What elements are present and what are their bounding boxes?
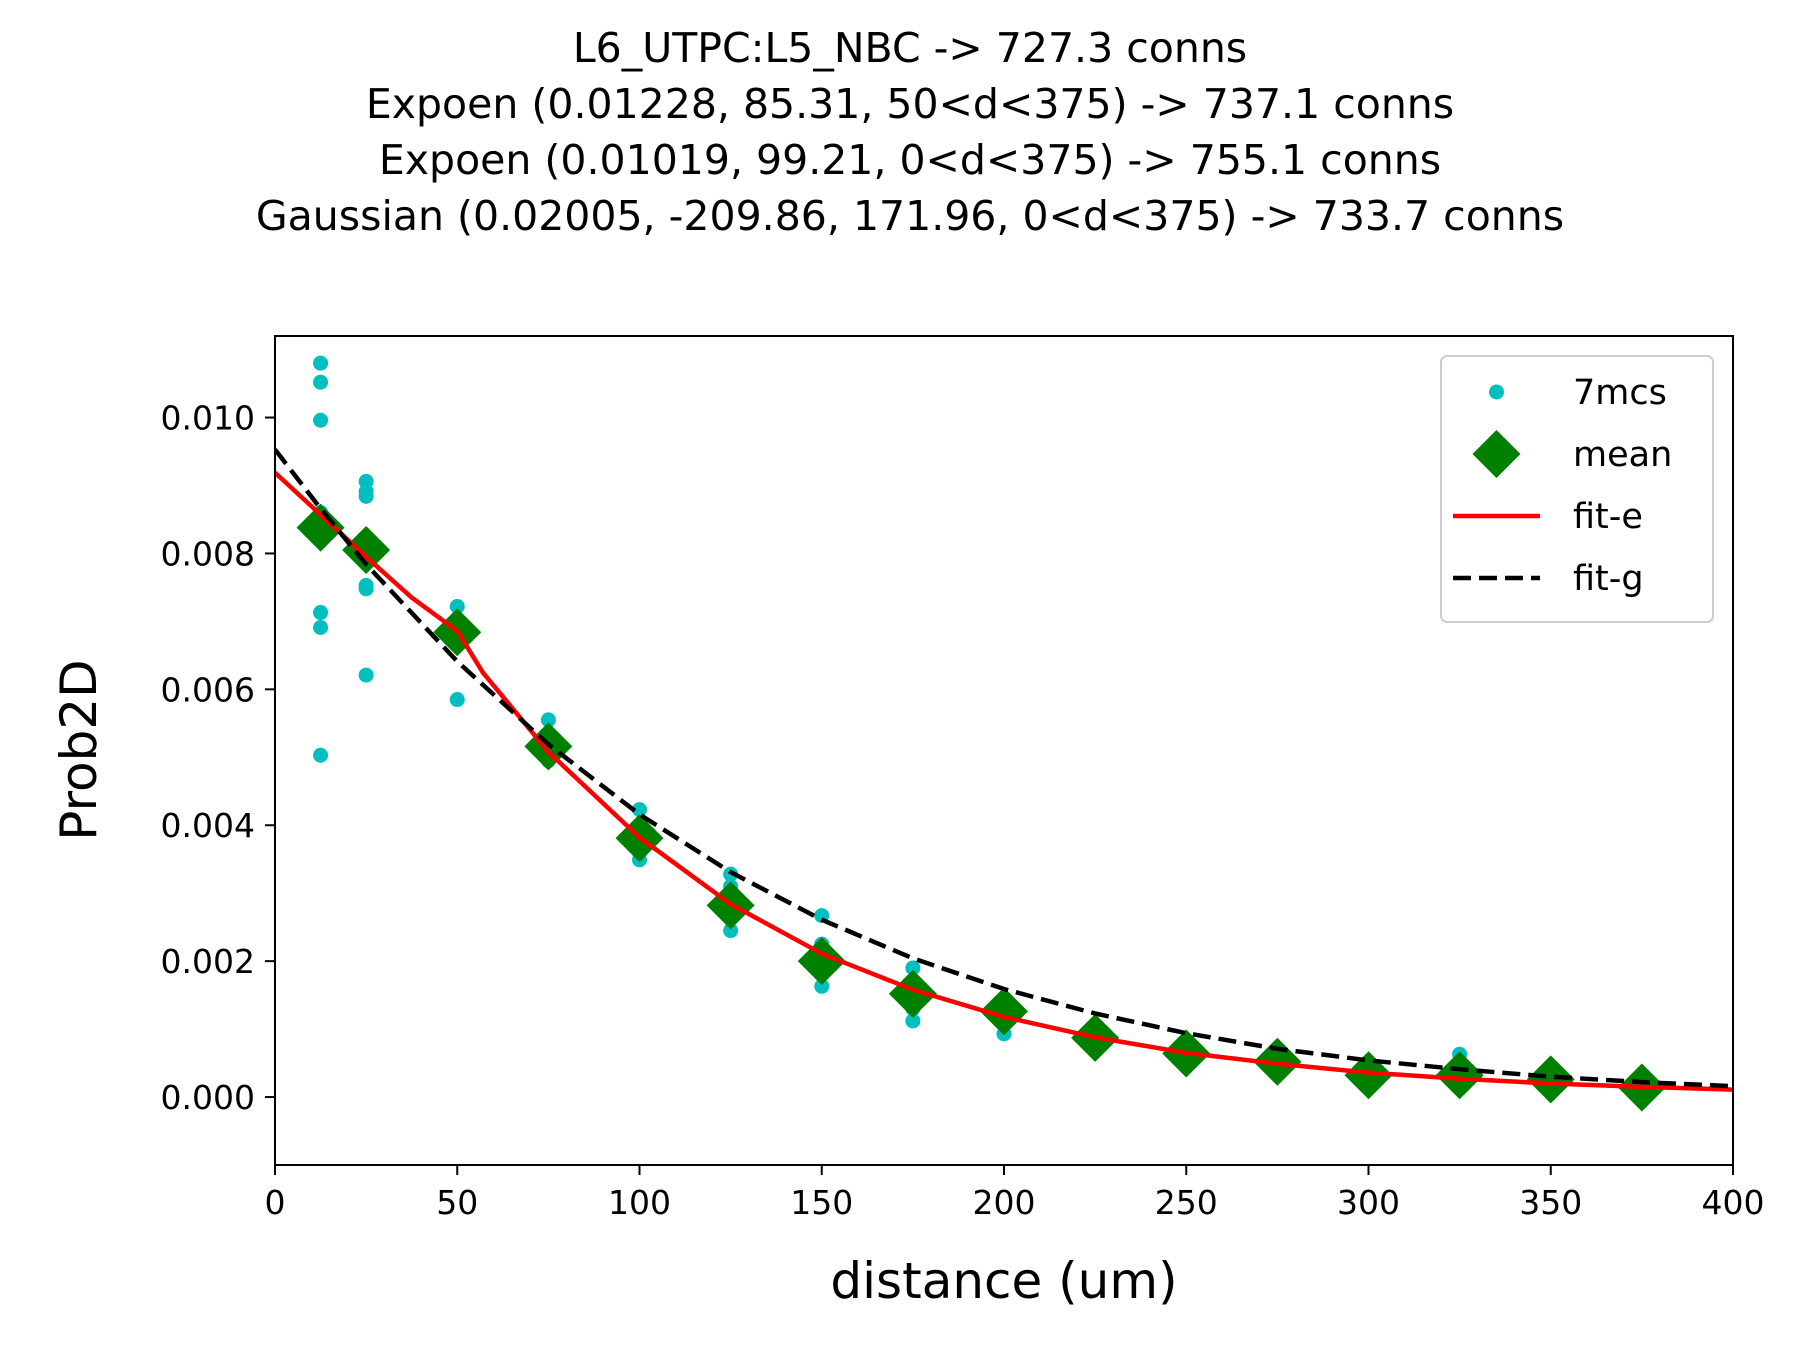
- y-tick-label: 0.000: [161, 1078, 255, 1117]
- x-tick-label: 200: [973, 1183, 1036, 1222]
- legend-items: 7mcs mean fit-e fit-g: [1453, 373, 1672, 599]
- mean-point: [296, 503, 345, 552]
- legend-label: fit-g: [1573, 559, 1644, 599]
- x-tick-label: 50: [436, 1183, 478, 1222]
- mean-point: [980, 987, 1028, 1036]
- x-axis-label: distance (um): [830, 1252, 1177, 1310]
- chart-title: L6_UTPC:L5_NBC -> 727.3 conns Expoen (0.…: [256, 24, 1564, 240]
- title-line-3: Expoen (0.01019, 99.21, 0<d<375) -> 755.…: [379, 136, 1441, 184]
- x-tick-label: 400: [1702, 1183, 1765, 1222]
- plot-series: [275, 355, 1733, 1112]
- sample-point: [313, 620, 329, 636]
- title-line-2: Expoen (0.01228, 85.31, 50<d<375) -> 737…: [366, 80, 1454, 128]
- x-tick-label: 150: [790, 1183, 853, 1222]
- legend-marker-7mcs: [1489, 384, 1504, 400]
- sample-point: [358, 488, 374, 504]
- sample-point: [449, 598, 465, 614]
- y-axis-label: Prob2D: [50, 659, 108, 840]
- legend-label: fit-e: [1573, 497, 1643, 537]
- x-tick-label: 0: [265, 1183, 286, 1222]
- sample-point: [814, 978, 830, 994]
- sample-point: [313, 374, 329, 390]
- mean-point: [342, 526, 391, 575]
- sample-point: [358, 581, 374, 597]
- mean-point: [888, 969, 937, 1018]
- y-tick-label: 0.008: [161, 534, 255, 573]
- legend-marker-mean: [1472, 430, 1521, 478]
- y-tick-label: 0.002: [161, 942, 255, 981]
- sample-point: [449, 692, 465, 708]
- sample-point: [313, 412, 329, 428]
- fit-e-line: [275, 470, 1733, 1092]
- sample-point: [905, 1013, 921, 1029]
- sample-point: [632, 802, 647, 818]
- x-tick-label: 100: [608, 1183, 671, 1222]
- legend: 7mcs mean fit-e fit-g: [1440, 355, 1714, 623]
- legend-label: mean: [1573, 435, 1672, 475]
- title-line-4: Gaussian (0.02005, -209.86, 171.96, 0<d<…: [256, 192, 1564, 240]
- sample-point: [313, 605, 329, 621]
- sample-point: [905, 960, 921, 976]
- sample-point: [723, 923, 739, 939]
- legend-label: 7mcs: [1573, 373, 1667, 413]
- plot-frame: [274, 335, 1734, 1166]
- sample-point: [358, 667, 374, 683]
- sample-point: [313, 355, 329, 371]
- fit-g-line: [275, 448, 1733, 1089]
- y-tick-label: 0.004: [161, 806, 255, 845]
- legend-box: [1440, 355, 1714, 623]
- x-tick-label: 250: [1155, 1183, 1218, 1222]
- y-tick-label: 0.006: [161, 670, 255, 709]
- y-tick-label: 0.010: [161, 399, 255, 438]
- axis-ticks: 0 50 100 150 200 250 300 350 400 0.000 0.002 0.004 0…: [161, 399, 1765, 1222]
- sample-point: [540, 712, 556, 728]
- x-tick-label: 350: [1519, 1183, 1582, 1222]
- title-line-1: L6_UTPC:L5_NBC -> 727.3 conns: [573, 24, 1247, 72]
- mean-point: [1526, 1055, 1575, 1104]
- sample-point: [313, 747, 329, 763]
- mean-point: [1435, 1051, 1484, 1100]
- x-tick-label: 300: [1337, 1183, 1400, 1222]
